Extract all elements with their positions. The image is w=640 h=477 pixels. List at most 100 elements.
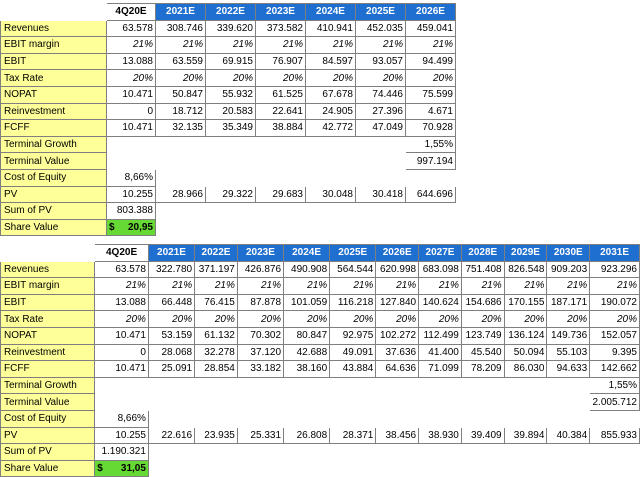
table-cell: 33.182 bbox=[236, 360, 285, 378]
table-cell bbox=[376, 394, 419, 411]
table-cell: 47.049 bbox=[355, 119, 406, 137]
row-label: PV bbox=[0, 426, 96, 445]
row-label: Tax Rate bbox=[0, 310, 96, 328]
table-cell bbox=[284, 394, 330, 411]
currency-symbol: $ bbox=[97, 463, 103, 475]
table-cell bbox=[95, 394, 149, 411]
table-cell bbox=[306, 203, 356, 220]
table-cell: 74.446 bbox=[355, 85, 406, 104]
table-cell: 38.456 bbox=[375, 426, 420, 445]
table-cell: 751.408 bbox=[460, 260, 505, 279]
row-label: Revenues bbox=[0, 19, 107, 38]
table-cell: 76.907 bbox=[255, 52, 306, 71]
share-value: 31,05 bbox=[120, 463, 146, 475]
table-cell bbox=[148, 410, 194, 427]
table-cell: 21% bbox=[329, 277, 377, 295]
table-cell: 21% bbox=[305, 36, 356, 54]
row-label: EBIT bbox=[0, 52, 107, 71]
table-cell: 41.400 bbox=[418, 343, 462, 362]
dcf-table-2026: 4Q20E 2021E 2022E 2023E 2024E 2025E 2026E Reven… bbox=[0, 3, 456, 237]
table-cell: 21% bbox=[205, 36, 256, 54]
table-cell: 25.091 bbox=[147, 360, 196, 378]
table-row: EBIT 13.088 63.559 69.915 76.907 84.597 93.057… bbox=[0, 52, 456, 71]
table-cell: 140.624 bbox=[418, 293, 462, 312]
table-cell: 27.396 bbox=[355, 102, 406, 121]
table-cell bbox=[504, 410, 547, 427]
table-cell: 923.296 bbox=[589, 260, 640, 279]
table-cell: 20% bbox=[255, 69, 306, 87]
table-row: Sum of PV 803.388 bbox=[0, 202, 456, 220]
table-cell bbox=[461, 394, 504, 411]
table-cell: 22.641 bbox=[255, 102, 306, 121]
table-cell: 70.928 bbox=[405, 119, 456, 137]
table-cell: 1.190.321 bbox=[94, 443, 149, 461]
table-cell: 55.103 bbox=[546, 343, 591, 362]
table-cell: 20% bbox=[94, 310, 149, 328]
table-cell: 644.696 bbox=[405, 185, 456, 204]
table-cell: 10.471 bbox=[106, 85, 156, 104]
table-cell bbox=[590, 410, 640, 427]
table-cell: 826.548 bbox=[503, 260, 548, 279]
table-cell bbox=[284, 410, 330, 427]
table-cell: 20% bbox=[405, 69, 456, 87]
empty-cell bbox=[406, 219, 456, 236]
table-cell bbox=[547, 377, 590, 394]
row-label: NOPAT bbox=[0, 326, 96, 345]
table-cell: 154.686 bbox=[460, 293, 505, 312]
column-header: 2025E bbox=[355, 3, 406, 21]
table-cell bbox=[156, 153, 206, 170]
column-header: 2029E bbox=[503, 244, 548, 262]
table-cell: 37.120 bbox=[236, 343, 285, 362]
table-cell: 190.072 bbox=[589, 293, 640, 312]
table-cell bbox=[195, 410, 238, 427]
table-cell bbox=[419, 394, 462, 411]
table-cell: 50.847 bbox=[155, 85, 206, 104]
table-cell: 76.415 bbox=[194, 293, 238, 312]
empty-cell bbox=[256, 219, 306, 236]
column-header: 2026E bbox=[405, 3, 456, 21]
share-value-cell: $20,95 bbox=[106, 218, 156, 237]
table-cell: 13.088 bbox=[106, 52, 156, 71]
table-cell bbox=[206, 153, 256, 170]
table-cell: 94.633 bbox=[546, 360, 591, 378]
table-cell: 78.209 bbox=[460, 360, 505, 378]
empty-cell bbox=[306, 219, 356, 236]
table-row: Terminal Growth 1,55% bbox=[0, 376, 640, 395]
table-cell: 997.194 bbox=[405, 152, 456, 170]
table-cell: 30.048 bbox=[305, 185, 356, 204]
table-cell bbox=[376, 410, 419, 427]
empty-cell bbox=[419, 460, 462, 477]
table-cell: 61.132 bbox=[194, 326, 238, 345]
column-header: 2022E bbox=[194, 244, 238, 262]
table-cell: 20% bbox=[418, 310, 462, 328]
table-cell: 909.203 bbox=[546, 260, 591, 279]
table-cell: 102.272 bbox=[375, 326, 420, 345]
table-cell bbox=[195, 394, 238, 411]
table-cell bbox=[330, 410, 376, 427]
column-header: 2028E bbox=[460, 244, 505, 262]
column-header: 2030E bbox=[546, 244, 591, 262]
table-cell bbox=[107, 136, 156, 153]
table-row: Tax Rate 20% 20% 20% 20% 20% 20% 20% bbox=[0, 69, 456, 87]
share-value-row: Share Value $20,95 bbox=[0, 218, 456, 237]
table-cell bbox=[206, 136, 256, 153]
table-cell: 39.894 bbox=[503, 426, 548, 445]
table-cell: 1,55% bbox=[405, 135, 456, 154]
table-cell: 0 bbox=[106, 102, 156, 121]
header-row: 4Q20E 2021E 2022E 2023E 2024E 2025E 2026E bbox=[1, 3, 456, 21]
table-cell bbox=[148, 444, 194, 461]
row-label: Cost of Equity bbox=[0, 168, 107, 187]
column-header: 2025E bbox=[329, 244, 377, 262]
table-cell: 101.059 bbox=[283, 293, 331, 312]
table-cell bbox=[461, 377, 504, 394]
share-value-label: Share Value bbox=[0, 459, 96, 477]
table-cell: 64.636 bbox=[375, 360, 420, 378]
table-cell: 20% bbox=[305, 69, 356, 87]
table-cell bbox=[419, 444, 462, 461]
table-cell: 21% bbox=[418, 277, 462, 295]
table-cell: 21% bbox=[355, 36, 406, 54]
table-cell: 20% bbox=[283, 310, 331, 328]
table-cell: 55.932 bbox=[205, 85, 256, 104]
table-cell: 136.124 bbox=[503, 326, 548, 345]
table-row: NOPAT 10.471 53.159 61.132 70.302 80.847 92.97… bbox=[0, 326, 640, 345]
